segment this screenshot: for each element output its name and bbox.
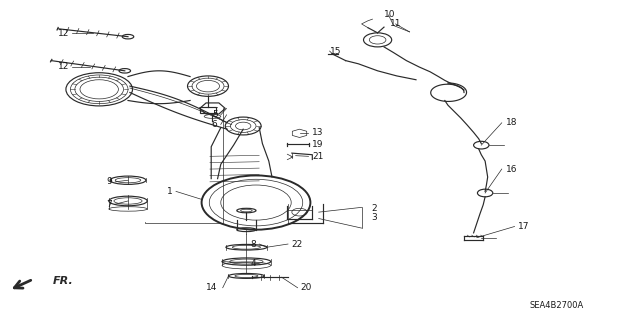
Text: 10: 10: [384, 10, 396, 19]
Text: 5: 5: [212, 110, 218, 119]
Text: 19: 19: [312, 140, 324, 149]
Text: 11: 11: [390, 19, 402, 28]
Text: 7: 7: [106, 200, 112, 209]
Text: 20: 20: [301, 283, 312, 292]
Text: 22: 22: [291, 240, 303, 249]
Text: 2: 2: [371, 204, 377, 213]
Text: 18: 18: [506, 118, 517, 127]
Text: 17: 17: [518, 222, 530, 231]
Text: FR.: FR.: [52, 276, 73, 286]
Text: 12: 12: [58, 63, 69, 71]
Text: 16: 16: [506, 165, 517, 174]
Text: 13: 13: [312, 128, 324, 137]
Text: SEA4B2700A: SEA4B2700A: [530, 301, 584, 310]
Text: 8: 8: [250, 240, 256, 249]
Text: 1: 1: [167, 187, 173, 196]
Text: 9: 9: [106, 177, 112, 186]
Text: 12: 12: [58, 29, 69, 38]
Text: 6: 6: [212, 120, 218, 129]
Text: 21: 21: [312, 152, 324, 161]
Text: 4: 4: [250, 259, 256, 268]
Text: 3: 3: [371, 213, 377, 222]
Text: 15: 15: [330, 47, 341, 56]
Text: 14: 14: [206, 283, 218, 292]
